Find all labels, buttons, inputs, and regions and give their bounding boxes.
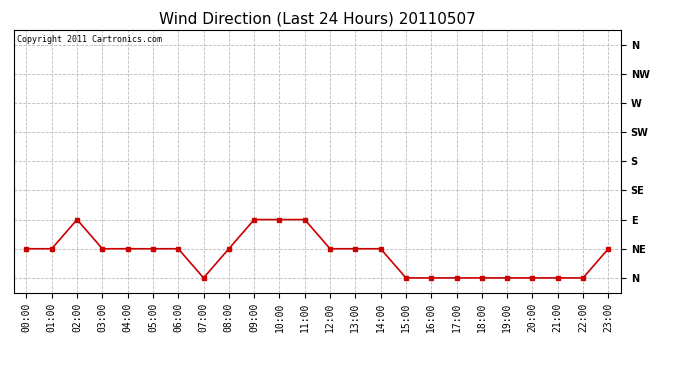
Text: Copyright 2011 Cartronics.com: Copyright 2011 Cartronics.com [17,35,162,44]
Title: Wind Direction (Last 24 Hours) 20110507: Wind Direction (Last 24 Hours) 20110507 [159,11,476,26]
